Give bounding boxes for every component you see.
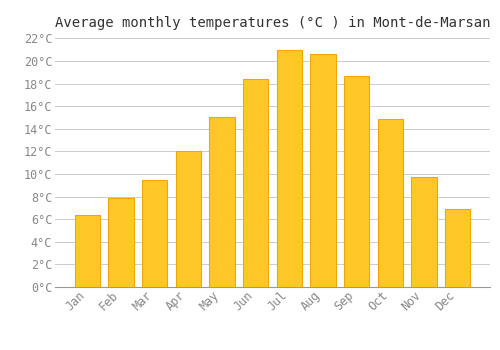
Bar <box>243 79 268 287</box>
Bar <box>108 198 134 287</box>
Bar <box>142 180 168 287</box>
Bar <box>445 209 470 287</box>
Bar <box>344 76 370 287</box>
Bar <box>210 118 234 287</box>
Bar <box>276 50 302 287</box>
Bar <box>176 152 201 287</box>
Bar <box>75 215 100 287</box>
Bar <box>310 54 336 287</box>
Bar <box>378 119 403 287</box>
Title: Average monthly temperatures (°C ) in Mont-de-Marsan: Average monthly temperatures (°C ) in Mo… <box>55 16 490 30</box>
Bar <box>412 177 436 287</box>
